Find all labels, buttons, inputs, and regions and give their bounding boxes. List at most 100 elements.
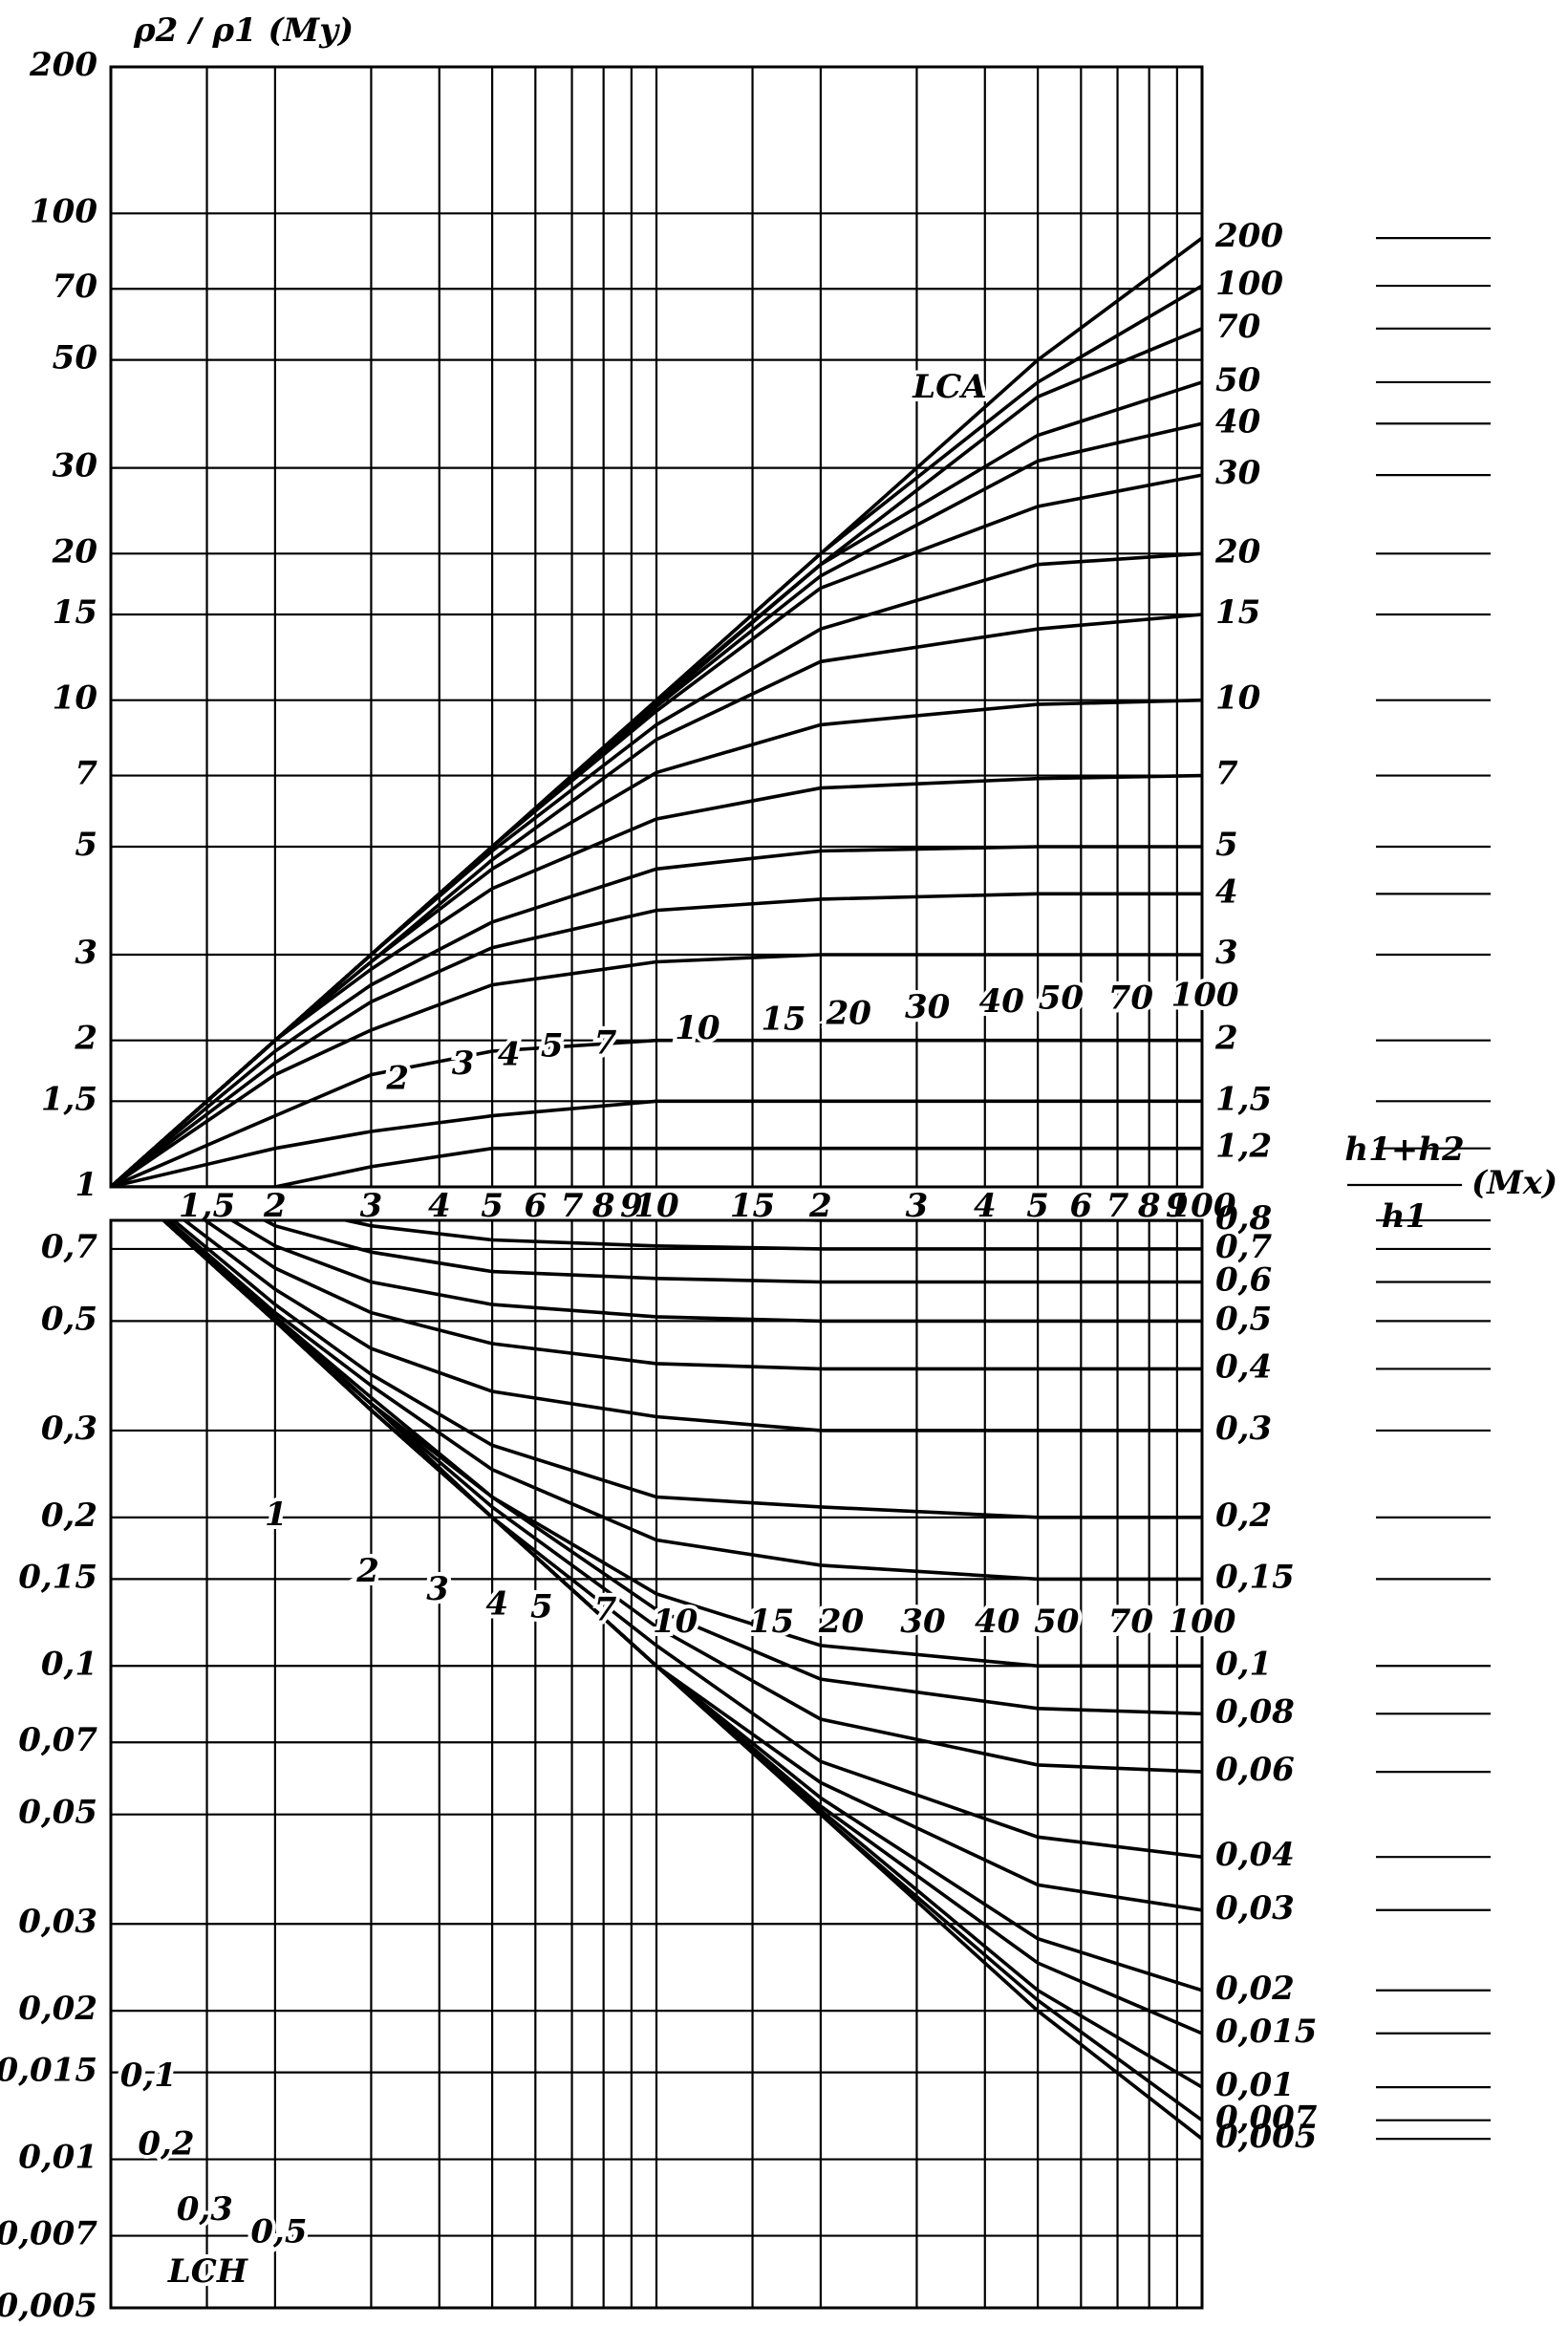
annotation: 4 — [498, 1036, 521, 1074]
annotation: 15 — [761, 1000, 805, 1038]
annotation: 100 — [1171, 977, 1239, 1015]
curve-label: 0,007 — [1215, 2100, 1318, 2138]
curve-label: 200 — [1214, 217, 1283, 255]
curve-label: 0,3 — [1215, 1410, 1272, 1448]
y-tick-label: 0,15 — [18, 1558, 97, 1596]
annotation: 70 — [1108, 980, 1154, 1018]
curve — [182, 1220, 1202, 1432]
curve-label: 50 — [1215, 361, 1261, 399]
annotation: 7 — [594, 1591, 617, 1629]
y-tick-label: 0,2 — [41, 1497, 97, 1535]
curve-label: 40 — [1215, 402, 1261, 441]
y-tick-label: 30 — [53, 447, 98, 485]
curve-label: 4 — [1215, 872, 1238, 911]
curve-label: 0,02 — [1215, 1970, 1295, 2008]
annotation: 2 — [355, 1552, 379, 1590]
curve-label: 0,6 — [1215, 1261, 1272, 1300]
annotation: 3 — [452, 1045, 475, 1083]
curve-label: 70 — [1215, 308, 1261, 346]
x-tick-label: 6 — [524, 1187, 547, 1225]
y-tick-label: 0,005 — [0, 2287, 97, 2325]
curve-label: 0,5 — [1215, 1300, 1272, 1338]
y-tick-label: 70 — [53, 268, 98, 306]
curve — [165, 1220, 1202, 1582]
y-tick-label: 20 — [52, 532, 98, 571]
y-tick-label: 10 — [53, 679, 98, 718]
curve — [111, 845, 1202, 1187]
curve-label: 3 — [1215, 934, 1238, 972]
curve-label: 0,2 — [1215, 1497, 1272, 1535]
annotation: 10 — [675, 1009, 720, 1047]
y-tick-label: 3 — [75, 934, 97, 972]
curve-label: 15 — [1215, 593, 1260, 632]
curve-label: 10 — [1215, 679, 1261, 718]
y-tick-label: 0,07 — [18, 1721, 97, 1759]
x-axis-label-unit: (Mx) — [1471, 1164, 1557, 1202]
annotation: 20 — [826, 994, 872, 1032]
curve-label: 2 — [1214, 1020, 1238, 1058]
curve-label: 0,01 — [1215, 2066, 1295, 2104]
x-tick-label: 3 — [360, 1187, 383, 1225]
x-tick-label: 2 — [808, 1187, 832, 1225]
annotation: 15 — [749, 1603, 794, 1641]
curve — [261, 1220, 1202, 1284]
curve-label: 30 — [1215, 454, 1261, 492]
y-tick-label: 0,05 — [18, 1794, 97, 1832]
x-tick-label: 9 — [620, 1187, 643, 1225]
x-tick-label: 4 — [428, 1187, 451, 1225]
x-tick-label: 9 — [1166, 1187, 1189, 1225]
curve-label: 0,005 — [1215, 2118, 1317, 2156]
y-tick-label: 200 — [29, 46, 97, 84]
annotation: 3 — [426, 1570, 449, 1608]
x-tick-label: 5 — [1026, 1187, 1049, 1225]
curve-label: 0,04 — [1215, 1836, 1295, 1874]
annotation: 1 — [265, 1496, 288, 1534]
curve-label: 0,15 — [1215, 1558, 1295, 1596]
y-tick-label: 0,01 — [18, 2139, 97, 2177]
curve — [228, 1220, 1202, 1324]
annotation: LCA — [912, 368, 986, 406]
annotation: 20 — [818, 1603, 865, 1641]
x-tick-label: 4 — [974, 1187, 997, 1225]
annotation: 40 — [979, 982, 1025, 1021]
curve-label: 0,8 — [1215, 1199, 1272, 1238]
curve — [111, 1038, 1202, 1187]
curve-label: 1,5 — [1215, 1080, 1272, 1118]
annotation: 30 — [905, 988, 951, 1026]
y-tick-label: 0,1 — [41, 1645, 97, 1683]
x-tick-label: 10 — [634, 1187, 679, 1225]
curve-label: 100 — [1215, 265, 1283, 303]
annotation: 40 — [975, 1603, 1020, 1641]
annotation: 100 — [1168, 1603, 1235, 1641]
y-tick-label: 0,02 — [18, 1990, 97, 2028]
curve — [111, 1146, 1202, 1187]
annotation: LCH — [167, 2252, 249, 2291]
x-tick-label: 5 — [481, 1187, 504, 1225]
curve-label: 0,7 — [1215, 1228, 1272, 1266]
x-tick-label: 8 — [1137, 1187, 1161, 1225]
annotation: 10 — [653, 1603, 698, 1641]
x-tick-label: 15 — [730, 1187, 775, 1225]
x-tick-label: 1,5 — [179, 1187, 235, 1225]
curve-label: 0,08 — [1215, 1692, 1295, 1731]
y-tick-label: 100 — [30, 192, 97, 230]
y-tick-label: 0,015 — [0, 2052, 97, 2090]
curve-label: 7 — [1215, 755, 1238, 793]
x-axis-label-denominator: h1 — [1382, 1197, 1428, 1236]
annotation: 2 — [385, 1060, 409, 1098]
curve-label: 0,06 — [1215, 1751, 1295, 1789]
y-tick-label: 5 — [75, 826, 97, 864]
x-tick-label: 2 — [263, 1187, 287, 1225]
y-tick-label: 0,5 — [41, 1300, 97, 1338]
curve — [170, 1220, 1202, 1519]
curve-label: 5 — [1215, 826, 1238, 864]
annotation: 0,1 — [120, 2057, 177, 2095]
x-tick-label: 7 — [561, 1187, 584, 1225]
annotation: 0,2 — [138, 2125, 194, 2164]
annotation: 7 — [594, 1023, 617, 1062]
annotation: 0,5 — [250, 2212, 307, 2251]
annotation: 50 — [1034, 1603, 1080, 1641]
curve — [161, 1220, 1202, 2141]
curve-label: 0,1 — [1215, 1645, 1272, 1683]
y-tick-label: 7 — [75, 755, 97, 793]
